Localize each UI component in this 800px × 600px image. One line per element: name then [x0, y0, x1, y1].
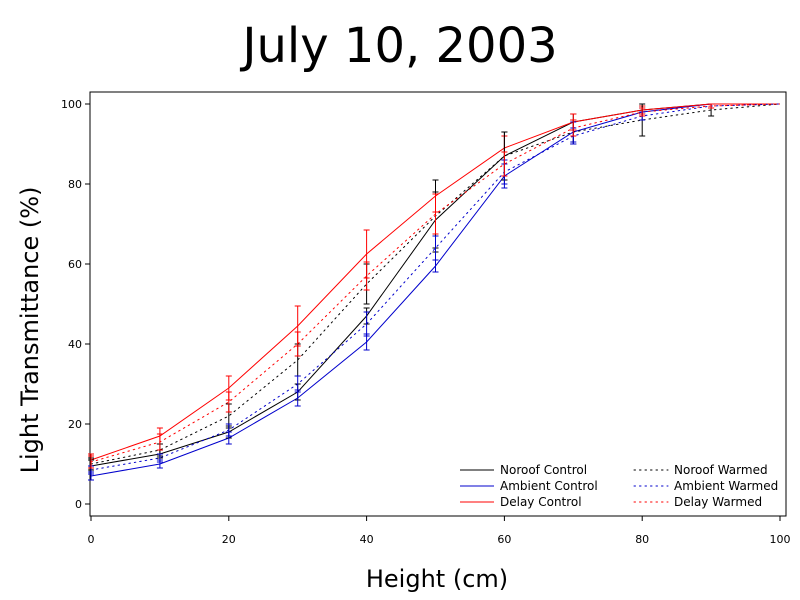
error-bar — [708, 103, 715, 109]
x-tick-label: 0 — [88, 533, 95, 546]
error-bar — [432, 235, 439, 261]
series-line-5 — [90, 103, 781, 463]
series-line-4 — [90, 103, 781, 471]
y-axis-label: Light Transmittance (%) — [16, 187, 44, 474]
legend-label: Ambient Control — [500, 479, 598, 493]
y-tick-label: 20 — [68, 418, 82, 431]
series-lines — [90, 103, 781, 477]
x-tick-label: 40 — [360, 533, 374, 546]
x-tick-label: 60 — [497, 533, 511, 546]
legend: Noroof Control Ambient Control Delay Contr… — [460, 463, 778, 509]
x-tick-label: 20 — [222, 533, 236, 546]
error-bar — [156, 453, 163, 463]
chart-title: July 10, 2003 — [239, 18, 557, 74]
y-tick-label: 60 — [68, 258, 82, 271]
error-bar — [363, 261, 370, 291]
error-bar — [570, 119, 577, 137]
error-bar — [294, 375, 301, 393]
legend-label: Noroof Control — [500, 463, 587, 477]
x-tick-label: 80 — [635, 533, 649, 546]
error-bar — [501, 151, 508, 177]
error-bar — [639, 107, 646, 117]
series-line-3 — [90, 103, 781, 465]
x-axis-label: Height (cm) — [366, 565, 508, 593]
error-bars — [88, 103, 715, 481]
error-bar — [88, 455, 94, 469]
series-line-1 — [90, 103, 780, 477]
legend-label: Delay Warmed — [674, 495, 762, 509]
y-tick-label: 0 — [75, 498, 82, 511]
error-bar — [225, 391, 232, 413]
y-tick-label: 40 — [68, 338, 82, 351]
x-tick-label: 100 — [770, 533, 791, 546]
plot-frame — [89, 91, 787, 517]
legend-label: Ambient Warmed — [674, 479, 778, 493]
error-bar — [363, 311, 370, 337]
series-line-2 — [90, 103, 780, 461]
error-bar — [432, 259, 439, 273]
legend-label: Noroof Warmed — [674, 463, 768, 477]
axis-ticks: 0 20 40 60 80 100 0 20 40 60 80 100 — [61, 98, 791, 546]
error-bar — [432, 193, 439, 235]
y-tick-label: 80 — [68, 178, 82, 191]
y-tick-label: 100 — [61, 98, 82, 111]
error-bar — [294, 331, 301, 357]
error-bar — [225, 423, 232, 437]
error-bar — [156, 433, 163, 451]
legend-label: Delay Control — [500, 495, 582, 509]
